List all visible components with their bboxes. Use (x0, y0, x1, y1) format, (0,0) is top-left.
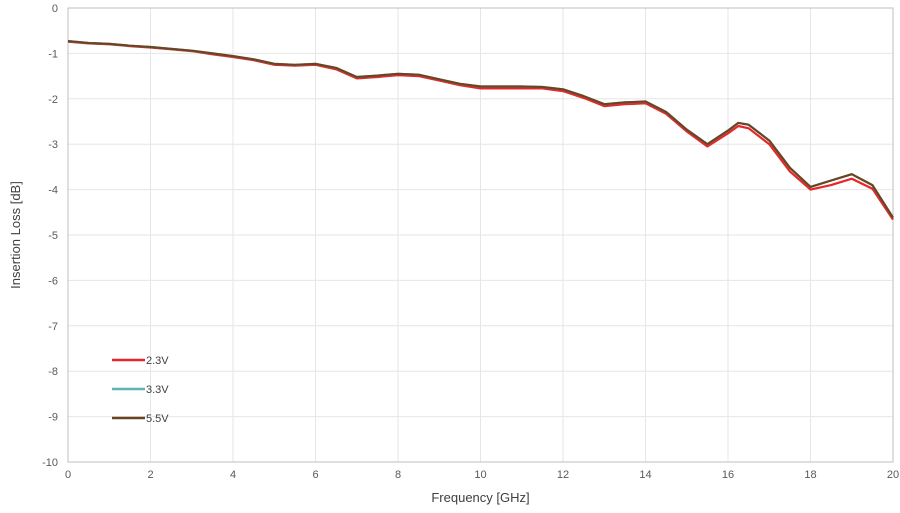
y-tick-label: -7 (48, 321, 58, 333)
x-axis-title: Frequency [GHz] (431, 490, 529, 505)
series-lines (67, 40, 894, 221)
x-tick-label: 10 (474, 469, 486, 481)
x-tick-label: 0 (65, 469, 71, 481)
plot-frame (67, 7, 894, 463)
y-tick-label: -2 (48, 94, 58, 106)
y-tick-labels: 0 -1 -2 -3 -4 -5 -6 -7 -8 -9 -10 (42, 3, 58, 469)
series-line-5-5v (67, 40, 894, 219)
legend-label-3-3v: 3.3V (146, 384, 169, 396)
y-tick-label: -6 (48, 275, 58, 287)
y-tick-label: -3 (48, 139, 58, 151)
y-axis-title: Insertion Loss [dB] (8, 181, 23, 289)
x-tick-label: 20 (887, 469, 899, 481)
legend-label-2-3v: 2.3V (146, 355, 169, 367)
y-tick-label: -10 (42, 457, 58, 469)
x-tick-label: 12 (557, 469, 569, 481)
x-tick-label: 8 (395, 469, 401, 481)
x-tick-label: 16 (722, 469, 734, 481)
y-tick-label: -5 (48, 230, 58, 242)
y-tick-label: -8 (48, 366, 58, 378)
x-tick-label: 2 (147, 469, 153, 481)
y-tick-label: -1 (48, 48, 58, 60)
y-tick-label: -9 (48, 412, 58, 424)
x-tick-labels: 0 2 4 6 8 10 12 14 16 18 20 (65, 469, 899, 481)
legend: 2.3V 3.3V 5.5V (112, 355, 169, 425)
x-tick-label: 6 (312, 469, 318, 481)
x-tick-label: 14 (639, 469, 651, 481)
y-tick-label: 0 (52, 3, 58, 15)
y-tick-label: -4 (48, 185, 58, 197)
x-tick-label: 18 (804, 469, 816, 481)
x-tick-label: 4 (230, 469, 236, 481)
legend-label-5-5v: 5.5V (146, 413, 169, 425)
gridlines (67, 7, 894, 463)
